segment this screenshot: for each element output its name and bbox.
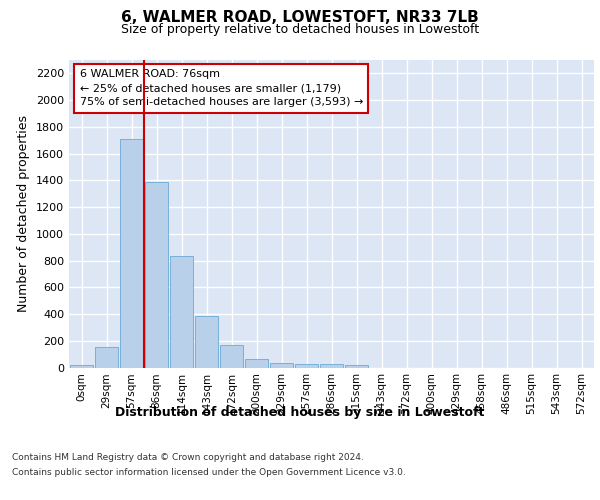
Bar — [295, 364, 319, 368]
Text: Contains public sector information licensed under the Open Government Licence v3: Contains public sector information licen… — [12, 468, 406, 477]
Bar — [269, 363, 293, 368]
Text: Distribution of detached houses by size in Lowestoft: Distribution of detached houses by size … — [115, 406, 485, 419]
Text: Size of property relative to detached houses in Lowestoft: Size of property relative to detached ho… — [121, 22, 479, 36]
Bar — [95, 347, 118, 368]
Bar — [145, 182, 169, 368]
Text: 6 WALMER ROAD: 76sqm
← 25% of detached houses are smaller (1,179)
75% of semi-de: 6 WALMER ROAD: 76sqm ← 25% of detached h… — [79, 69, 363, 107]
Y-axis label: Number of detached properties: Number of detached properties — [17, 116, 31, 312]
Text: Contains HM Land Registry data © Crown copyright and database right 2024.: Contains HM Land Registry data © Crown c… — [12, 453, 364, 462]
Bar — [119, 139, 143, 368]
Bar — [170, 256, 193, 368]
Bar — [194, 316, 218, 368]
Bar — [220, 346, 244, 368]
Text: 6, WALMER ROAD, LOWESTOFT, NR33 7LB: 6, WALMER ROAD, LOWESTOFT, NR33 7LB — [121, 10, 479, 25]
Bar — [245, 359, 268, 368]
Bar — [320, 364, 343, 368]
Bar — [344, 365, 368, 368]
Bar — [70, 365, 94, 368]
